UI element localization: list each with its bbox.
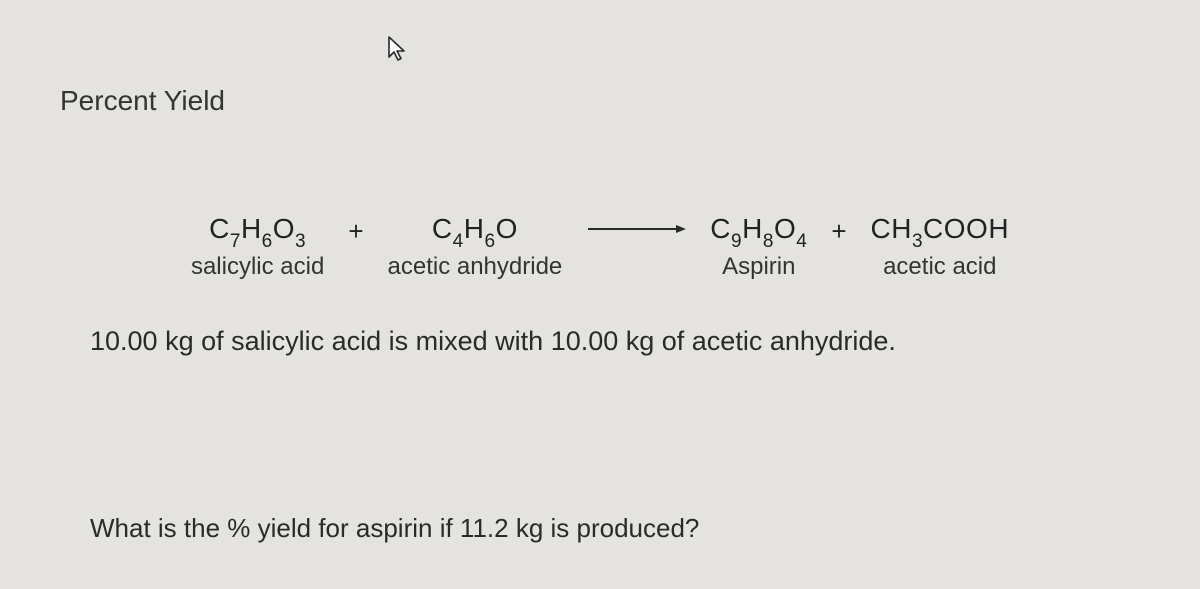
product-1-formula: C9H8O4 [710, 212, 807, 251]
question-statement: What is the % yield for aspirin if 11.2 … [90, 513, 699, 544]
reaction-arrow-icon [586, 212, 686, 236]
cursor-icon [386, 35, 410, 63]
reactant-1-formula: C7H6O3 [209, 212, 306, 251]
reactant-2-formula: C4H6O [432, 212, 518, 251]
product-2-formula: CH3COOH [871, 212, 1010, 251]
product-2-label: acetic acid [883, 253, 996, 282]
reactant-1: C7H6O3 salicylic acid [191, 212, 324, 282]
product-1: C9H8O4 Aspirin [710, 212, 807, 282]
reactant-2: C4H6O acetic anhydride [388, 212, 563, 282]
chemical-equation: C7H6O3 salicylic acid + C4H6O acetic anh… [0, 212, 1200, 282]
reactant-1-label: salicylic acid [191, 253, 324, 282]
reactant-2-label: acetic anhydride [388, 253, 563, 282]
plus-operator-1: + [348, 212, 363, 247]
product-2: CH3COOH acetic acid [871, 212, 1010, 282]
product-1-label: Aspirin [722, 253, 795, 282]
plus-operator-2: + [831, 212, 846, 247]
given-statement: 10.00 kg of salicylic acid is mixed with… [90, 326, 896, 357]
page-title: Percent Yield [60, 85, 225, 117]
